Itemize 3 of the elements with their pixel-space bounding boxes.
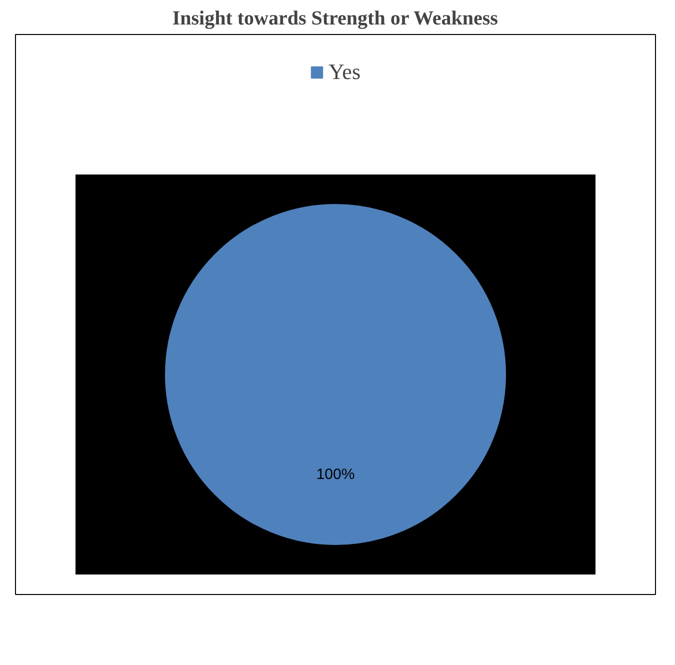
- legend-label: Yes: [328, 59, 361, 85]
- chart-title: Insight towards Strength or Weakness: [172, 8, 498, 30]
- data-label: 100%: [316, 466, 355, 483]
